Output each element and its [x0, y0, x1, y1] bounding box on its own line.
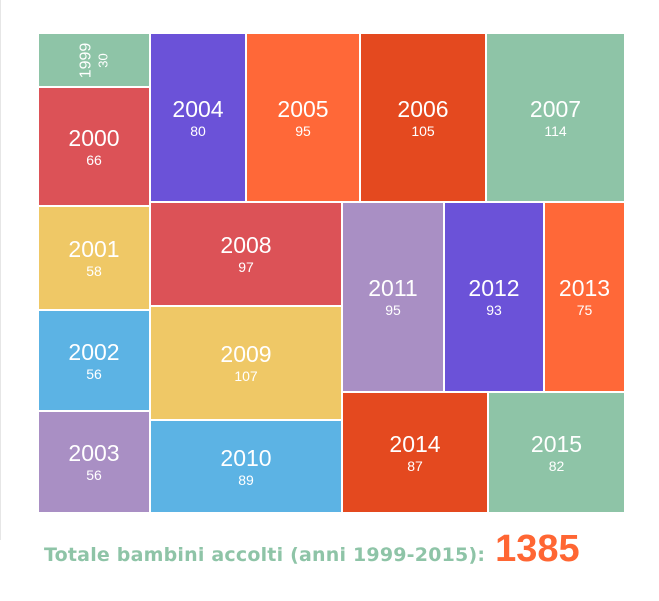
tile-2000: 2000 66 — [38, 87, 150, 206]
left-edge-line — [0, 0, 1, 540]
tile-2012: 2012 93 — [444, 202, 544, 392]
tile-2004: 2004 80 — [150, 33, 246, 202]
tile-year-label: 2007 — [529, 95, 582, 122]
tile-year-label: 2011 — [368, 275, 418, 301]
tile-2003: 2003 56 — [38, 411, 150, 513]
tile-year-label: 2003 — [68, 440, 120, 466]
tile-year-label: 2006 — [397, 95, 449, 122]
tile-value-label: 87 — [407, 457, 423, 474]
footer: Totale bambini accolti (anni 1999-2015):… — [44, 528, 580, 571]
total-value: 1385 — [495, 528, 580, 570]
tile-year-label: 1999 — [77, 42, 95, 78]
tile-year-label: 2013 — [558, 275, 611, 301]
tile-year-label: 2012 — [468, 275, 520, 301]
tile-value-label: 89 — [238, 471, 254, 488]
tile-1999: 1999 30 — [38, 33, 150, 87]
tile-value-label: 97 — [238, 259, 254, 275]
tile-value-label: 114 — [544, 122, 567, 139]
tile-value-label: 80 — [190, 122, 206, 139]
tile-2011: 2011 95 — [342, 202, 444, 392]
tile-2008: 2008 97 — [150, 202, 342, 306]
tile-year-label: 2000 — [68, 124, 120, 151]
tile-value-label: 75 — [576, 302, 593, 318]
tile-value-label: 30 — [95, 52, 111, 68]
tile-2001: 2001 58 — [38, 206, 150, 310]
tile-year-label: 2014 — [389, 430, 441, 457]
total-label: Totale bambini accolti (anni 1999-2015): — [44, 544, 486, 566]
tile-value-label: 95 — [295, 122, 311, 139]
tile-2005: 2005 95 — [246, 33, 360, 202]
tile-value-label: 66 — [86, 151, 102, 168]
tile-2013: 2013 75 — [544, 202, 625, 392]
tile-value-label: 107 — [234, 368, 258, 384]
tile-year-label: 2008 — [220, 232, 272, 258]
tile-2015: 2015 82 — [488, 392, 625, 513]
tile-value-label: 105 — [411, 122, 435, 139]
tile-year-label: 2009 — [220, 341, 272, 367]
tile-2002: 2002 56 — [38, 310, 150, 411]
tile-year-label: 2002 — [68, 338, 120, 365]
treemap: 1999 30 2000 66 2001 58 2002 56 2003 56 2004 80 2005… — [38, 33, 625, 513]
tile-value-label: 56 — [86, 467, 102, 483]
tile-value-label: 82 — [548, 457, 565, 474]
tile-year-label: 2005 — [277, 95, 329, 122]
tile-value-label: 56 — [86, 365, 102, 382]
tile-value-label: 95 — [385, 302, 401, 318]
tile-2007: 2007 114 — [486, 33, 625, 202]
tile-year-label: 2004 — [172, 95, 224, 122]
tile-2009: 2009 107 — [150, 306, 342, 420]
tile-value-label: 93 — [486, 302, 502, 318]
tile-year-label: 2010 — [220, 444, 272, 471]
tile-2014: 2014 87 — [342, 392, 488, 513]
tile-value-label: 58 — [86, 263, 102, 279]
tile-year-label: 2015 — [530, 430, 583, 457]
tile-2010: 2010 89 — [150, 420, 342, 513]
tile-2006: 2006 105 — [360, 33, 486, 202]
tile-year-label: 2001 — [68, 236, 120, 262]
